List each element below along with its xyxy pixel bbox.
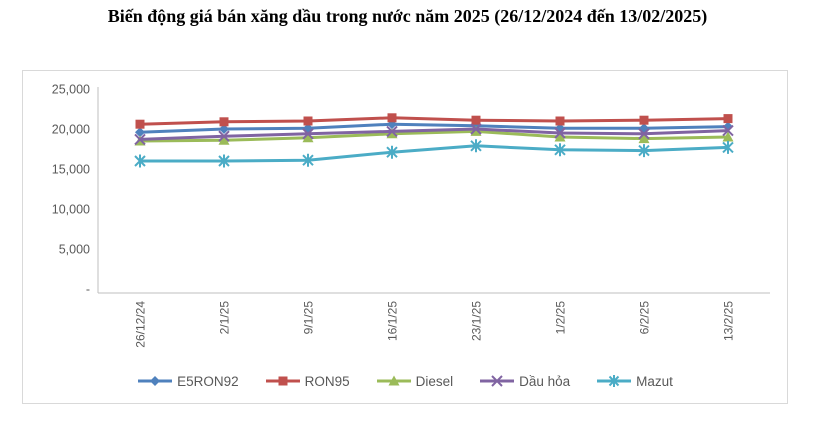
diamond-marker-icon	[387, 119, 397, 130]
y-axis-tick-label: 10,000	[52, 203, 90, 217]
asterisk-marker-icon	[554, 143, 566, 157]
legend-item-mazut: Mazut	[596, 373, 673, 389]
x-axis-category-label: 9/1/25	[302, 301, 316, 335]
asterisk-marker-icon	[386, 145, 398, 159]
triangle-marker-icon	[554, 131, 566, 142]
legend-label: E5RON92	[177, 373, 239, 389]
x-axis-category-label: 13/2/25	[722, 301, 736, 341]
asterisk-marker-icon	[608, 375, 620, 387]
triangle-marker-icon	[386, 128, 398, 139]
square-marker-icon	[387, 113, 397, 123]
series-line-dầu-hỏa	[138, 127, 730, 141]
chart-title: Biến động giá bán xăng dầu trong nước nă…	[107, 6, 708, 26]
asterisk-marker-icon	[470, 139, 482, 153]
x-axis-category-label: 16/1/25	[386, 301, 400, 341]
asterisk-marker-icon	[638, 144, 650, 158]
diamond-marker-icon	[135, 127, 145, 138]
x-marker-icon	[218, 130, 230, 142]
x-marker-icon	[491, 375, 503, 387]
triangle-marker-icon	[470, 125, 482, 136]
legend-label: Mazut	[636, 373, 673, 389]
asterisk-legend-marker-icon	[597, 375, 632, 387]
series-line-mazut	[138, 144, 730, 163]
series-line-diesel	[138, 129, 730, 143]
legend-label: Dầu hỏa	[519, 373, 571, 389]
square-legend-marker-icon	[265, 376, 300, 386]
triangle-legend-marker-icon	[376, 375, 411, 386]
chart-frame[interactable]: 25,000 20,000 15,000 10,000 5,000 - 26/12/24 2/…	[22, 70, 788, 404]
y-axis-tick-label: 5,000	[59, 243, 90, 257]
square-marker-icon	[555, 116, 565, 126]
square-marker-icon	[639, 115, 649, 125]
x-marker-icon	[638, 128, 650, 140]
price-line-chart: 25,000 20,000 15,000 10,000 5,000 - 26/12/24 2/…	[52, 83, 770, 348]
asterisk-marker-icon	[134, 154, 146, 168]
square-marker-icon	[278, 376, 288, 386]
square-marker-icon	[471, 115, 481, 125]
x-marker-icon	[470, 123, 482, 135]
legend-label: Diesel	[415, 373, 454, 389]
x-legend-marker-icon	[480, 375, 515, 387]
x-axis-category-label: 26/12/24	[134, 301, 148, 348]
diamond-legend-marker-icon	[138, 376, 173, 386]
x-marker-icon	[722, 124, 734, 137]
triangle-marker-icon	[722, 131, 734, 142]
legend-item-ron95: RON95	[265, 373, 350, 389]
asterisk-marker-icon	[722, 140, 734, 154]
legend-item-e5ron92: E5RON92	[137, 373, 239, 389]
asterisk-marker-icon	[218, 154, 230, 168]
x-marker-icon	[554, 127, 566, 139]
chart-legend: E5RON92 RON95 Diesel Dầu hỏa Mazut	[23, 370, 787, 392]
x-axis-category-label: 2/1/25	[218, 301, 232, 335]
x-axis-category-label: 23/1/25	[470, 301, 484, 341]
x-marker-icon	[386, 125, 398, 138]
y-axis-tick-label: 25,000	[52, 83, 90, 97]
series-line-ron95	[138, 116, 730, 126]
triangle-marker-icon	[388, 375, 400, 386]
x-axis-category-label: 6/2/25	[638, 301, 652, 335]
square-marker-icon	[219, 117, 229, 127]
diamond-marker-icon	[723, 121, 733, 132]
y-axis-tick-label: 20,000	[52, 123, 90, 137]
y-axis-tick-label: -	[86, 283, 90, 297]
triangle-marker-icon	[638, 133, 650, 144]
diamond-marker-icon	[219, 124, 229, 134]
legend-item-dầu-hỏa: Dầu hỏa	[479, 373, 570, 389]
asterisk-marker-icon	[302, 153, 314, 167]
triangle-marker-icon	[218, 134, 230, 145]
square-marker-icon	[303, 116, 313, 126]
triangle-marker-icon	[302, 132, 314, 143]
series-line-e5ron92	[138, 122, 730, 134]
diamond-marker-icon	[150, 376, 161, 386]
legend-label: RON95	[304, 373, 350, 389]
y-axis-tick-label: 15,000	[52, 163, 90, 177]
legend-item-diesel: Diesel	[376, 373, 454, 389]
square-marker-icon	[135, 119, 145, 129]
x-marker-icon	[134, 133, 146, 146]
square-marker-icon	[723, 114, 733, 124]
x-axis-category-label: 1/2/25	[554, 301, 568, 335]
x-marker-icon	[302, 128, 314, 140]
